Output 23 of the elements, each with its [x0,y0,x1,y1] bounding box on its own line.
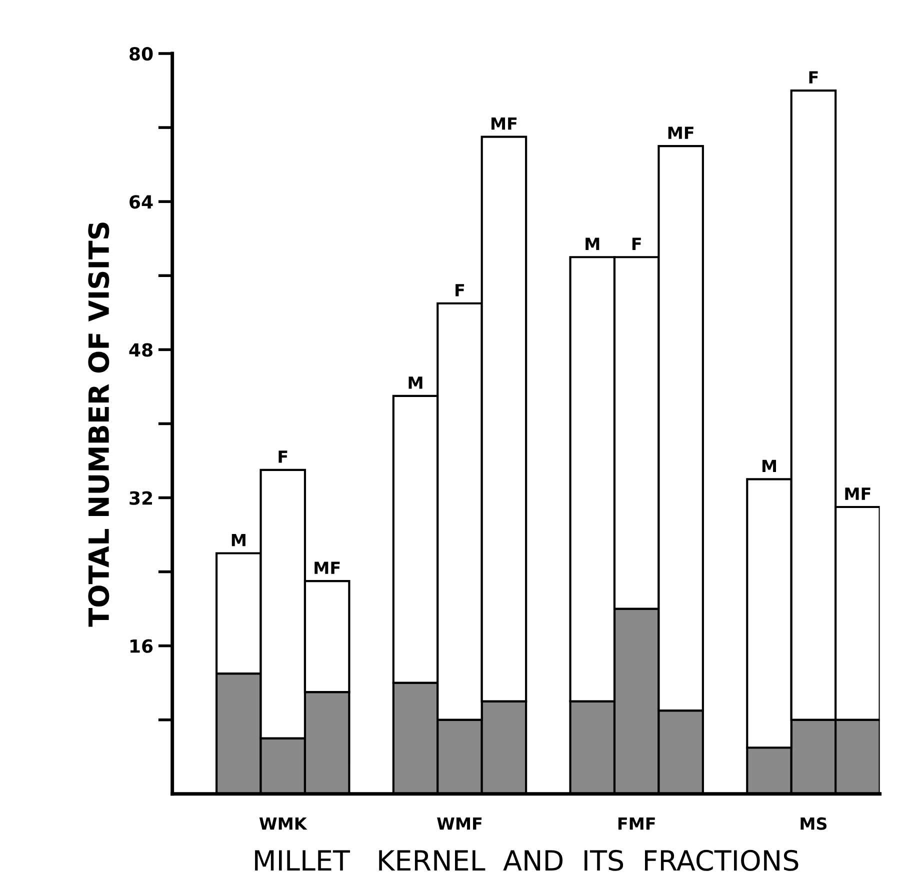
text: WMK [259,818,308,830]
x-tick-label: M [408,376,422,389]
text: MS [800,817,827,830]
x-tick-label: MF [845,488,870,500]
text: FMF [618,818,655,830]
x-tick-label: M [586,238,600,250]
x-tick-label: F [632,238,641,250]
y-tick-label: 32 [130,491,152,505]
y-tick-label: 64 [130,195,153,209]
x-tick-label: MF [314,562,340,574]
y-tick-label: 80 [130,46,153,61]
x-tick-label: F [456,284,464,296]
x-axis-title: MILLET KERNEL AND ITS FRACTIONS [255,850,798,871]
x-tick-label: MF [668,126,694,139]
x-tick-label: M [762,460,776,472]
y-axis-title: TOTAL NUMBER OF VISITS [88,222,110,627]
x-tick-label: F [278,450,288,463]
text: WMF [437,818,482,830]
y-tick-label: 48 [129,343,152,357]
y-tick-label: 16 [130,639,153,653]
x-tick-label: M [232,534,246,546]
x-tick-label: MF [491,117,517,130]
x-tick-label: F [809,71,818,84]
